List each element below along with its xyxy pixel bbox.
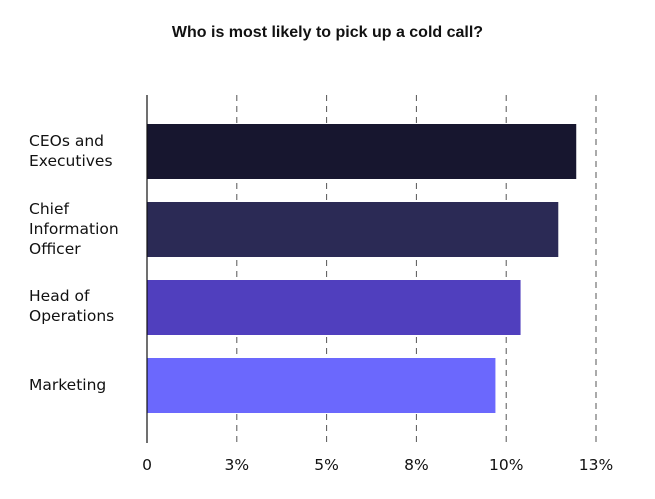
category-label-marketing: Marketing bbox=[29, 376, 107, 394]
category-label-ceos: CEOs and Executives bbox=[29, 132, 113, 170]
category-label-cio: Chief Information Officer bbox=[29, 200, 119, 258]
x-tick-label-0: 0 bbox=[142, 456, 152, 474]
x-tick-label-4: 10% bbox=[489, 456, 523, 474]
bar-0 bbox=[147, 124, 577, 179]
bar-2 bbox=[147, 280, 521, 335]
chart-title: Who is most likely to pick up a cold cal… bbox=[171, 24, 484, 41]
x-tick-label-5: 13% bbox=[579, 456, 613, 474]
x-tick-label-3: 8% bbox=[404, 456, 429, 474]
category-label-head-of-operations: Head of Operations bbox=[29, 287, 115, 325]
x-tick-label-2: 5% bbox=[314, 456, 339, 474]
bar-3 bbox=[147, 358, 496, 413]
x-tick-label-1: 3% bbox=[225, 456, 250, 474]
bar-1 bbox=[147, 202, 559, 257]
